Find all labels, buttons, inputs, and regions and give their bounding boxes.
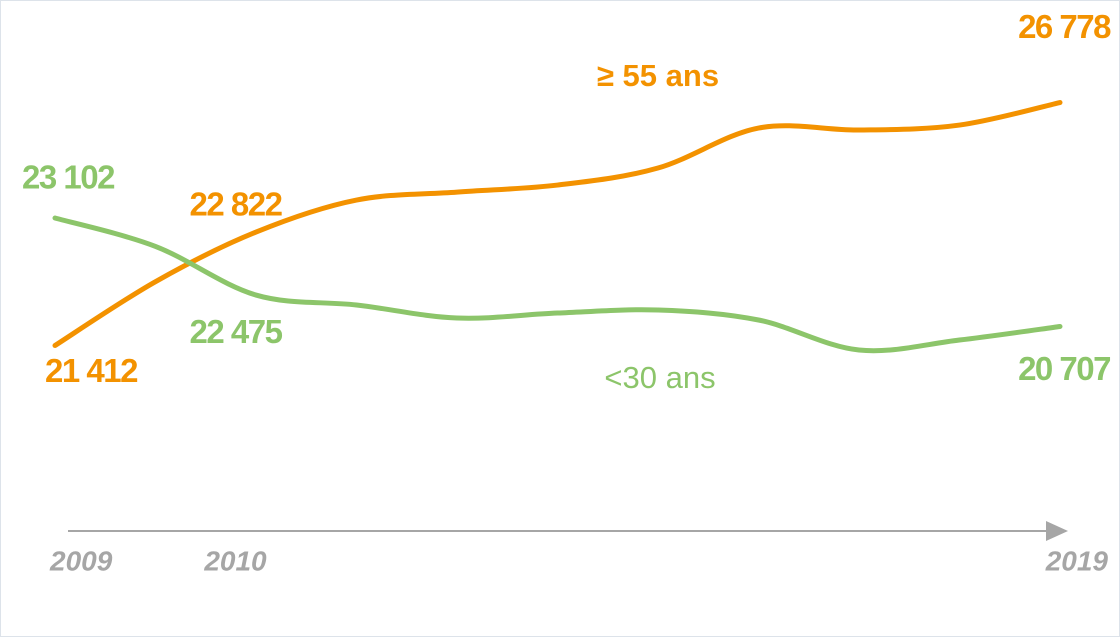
series-name: <30 ans bbox=[604, 360, 715, 395]
data-label: 22 822 bbox=[190, 185, 283, 222]
x-tick-label: 2009 bbox=[49, 545, 113, 576]
data-label: 21 412 bbox=[45, 352, 138, 389]
series-line bbox=[52, 100, 1063, 348]
x-tick-label: 2019 bbox=[1045, 545, 1109, 576]
series-name: ≥ 55 ans bbox=[597, 58, 719, 93]
data-label: 22 475 bbox=[190, 313, 283, 350]
series-line bbox=[52, 215, 1063, 354]
data-label: 26 778 bbox=[1018, 8, 1111, 45]
data-label: 20 707 bbox=[1018, 350, 1110, 387]
data-label: 23 102 bbox=[22, 159, 115, 196]
x-tick-label: 2010 bbox=[203, 545, 267, 576]
x-axis-arrow bbox=[1046, 521, 1068, 541]
